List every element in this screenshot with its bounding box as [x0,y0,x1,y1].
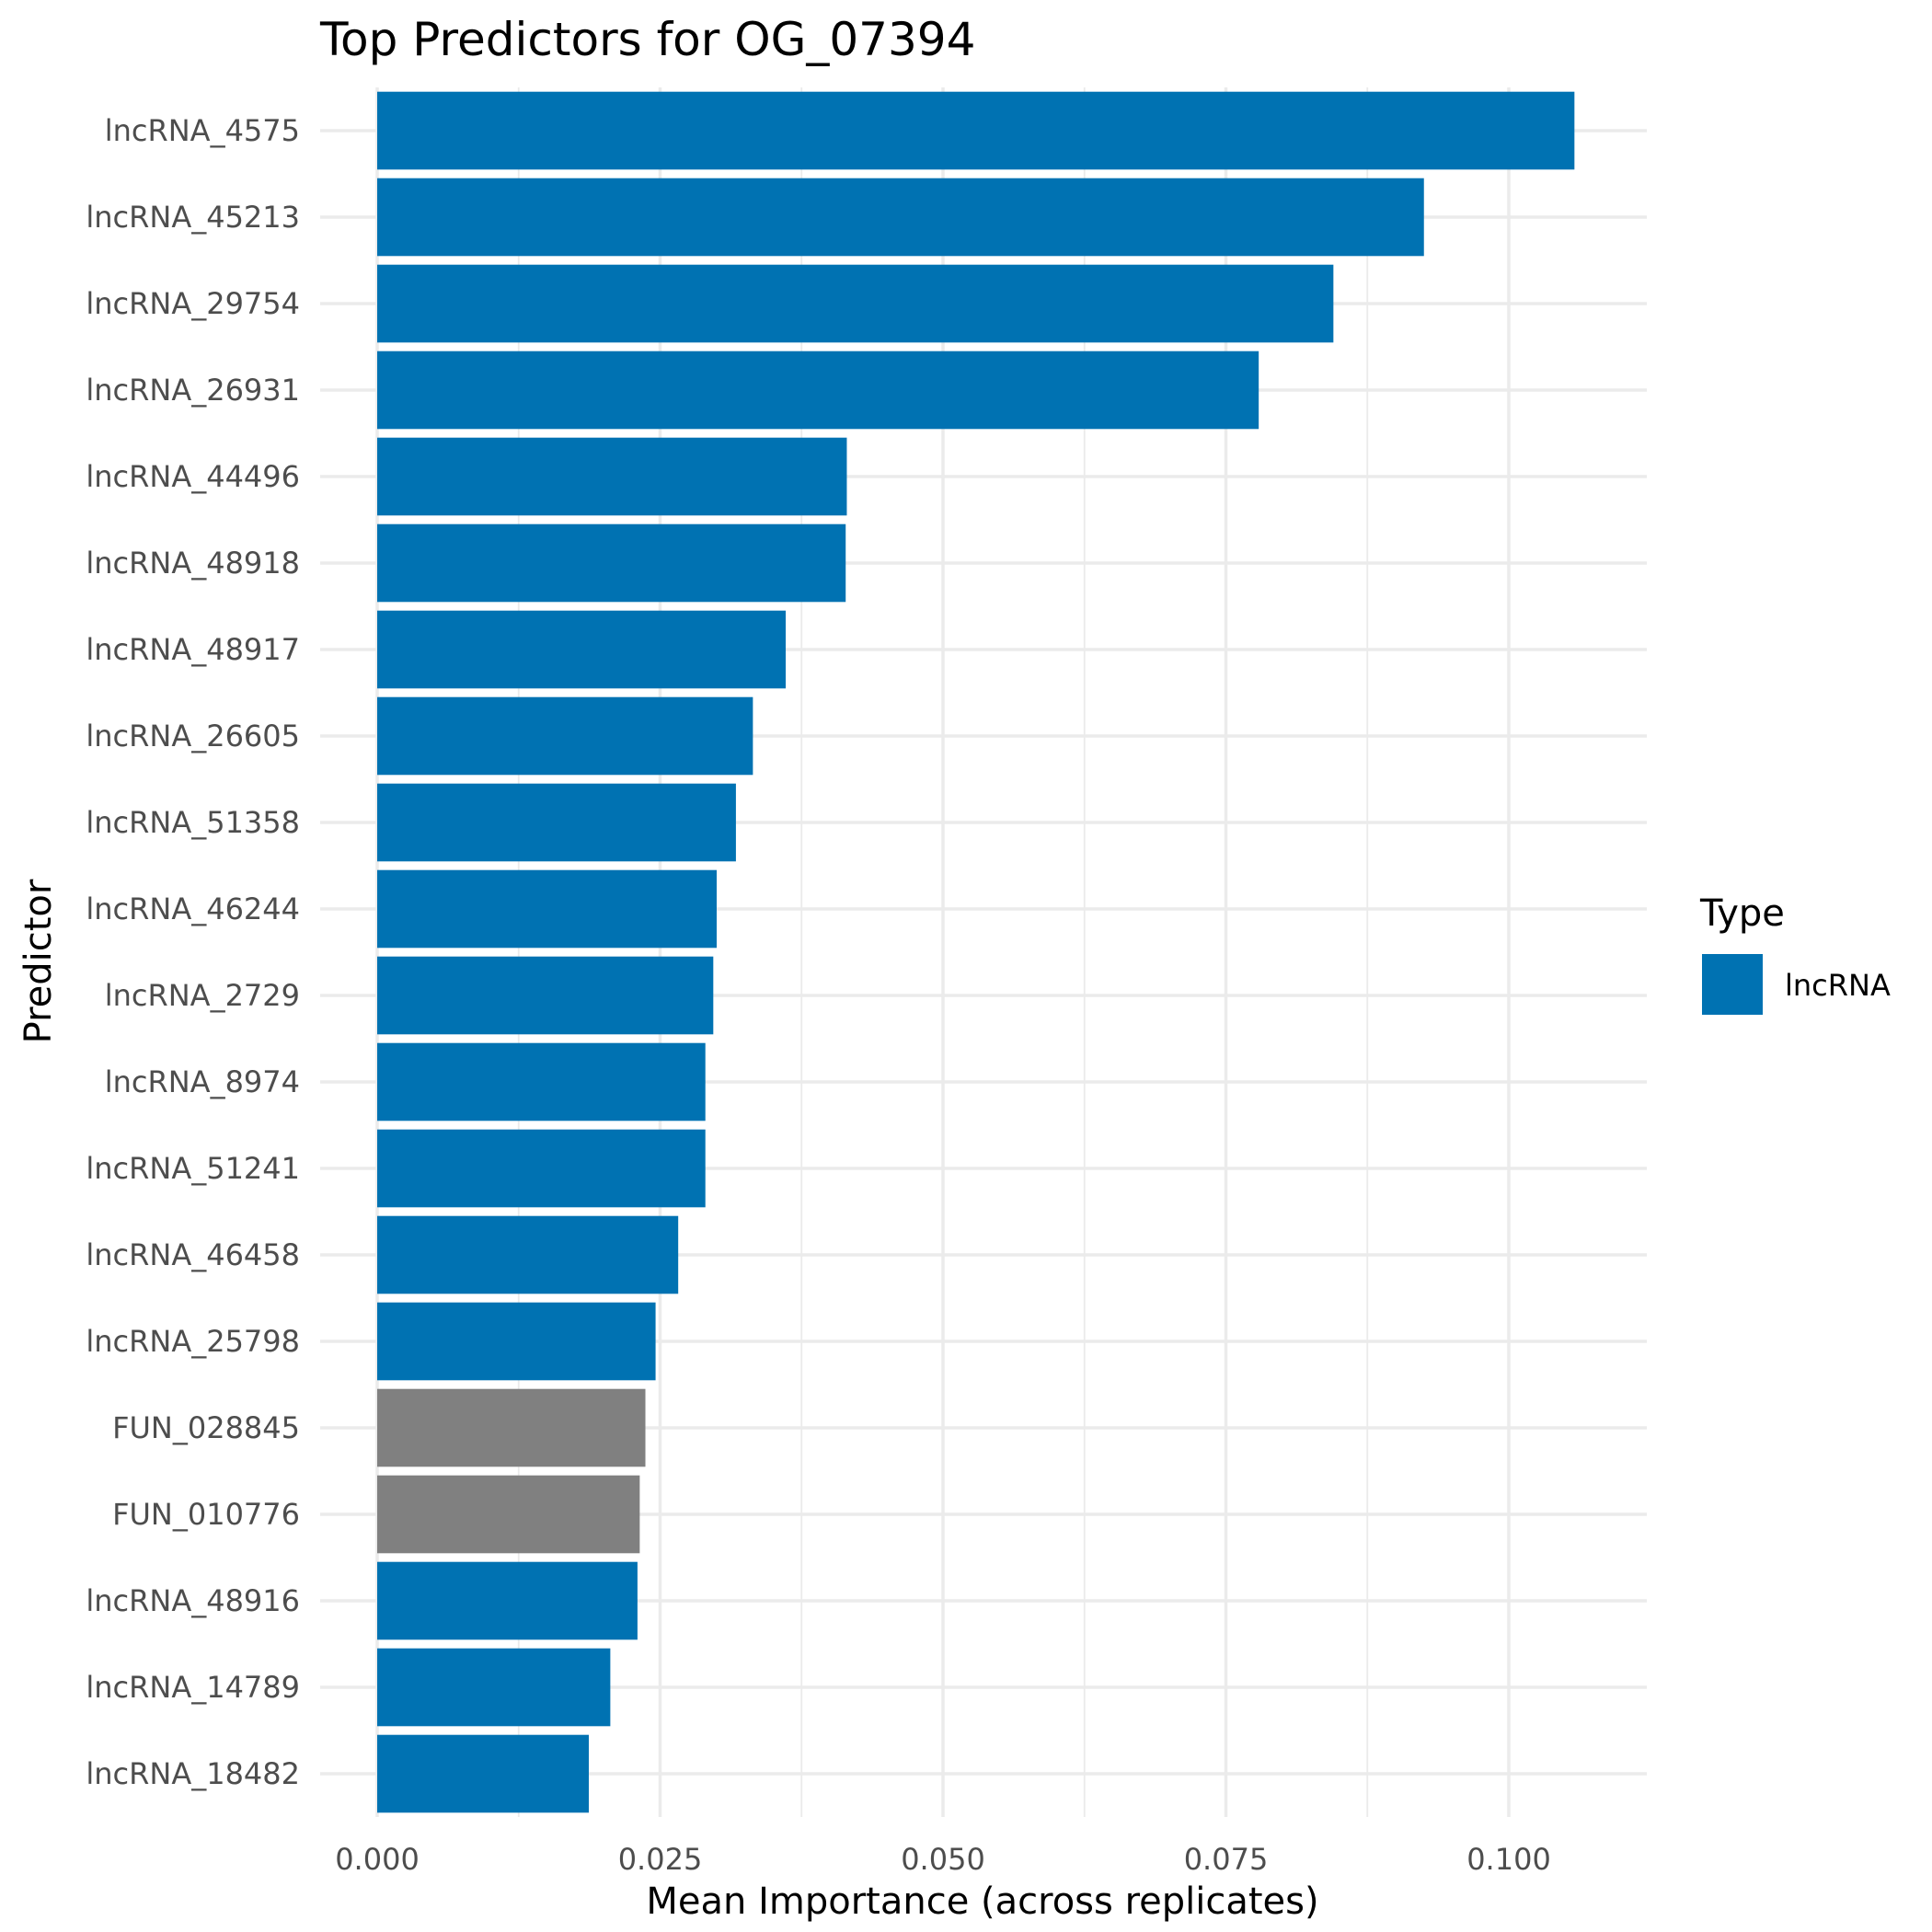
bar-lncrna-26931 [377,351,1259,430]
x-tick-label: 0.025 [618,1842,703,1877]
y-tick-label: FUN_010776 [112,1497,300,1532]
y-tick-label: lncRNA_8974 [105,1064,300,1099]
y-tick-label: lncRNA_51241 [86,1151,300,1186]
bar-lncrna-48917 [377,610,787,689]
y-axis-title: Predictor [17,879,60,1043]
legend-key-lncrna [1702,954,1763,1015]
y-tick-label: lncRNA_48916 [86,1583,300,1618]
x-tick-label: 0.000 [335,1842,420,1877]
bar-fun-010776 [377,1475,640,1554]
x-axis-ticks: 0.000 0.025 0.050 0.075 0.100 [335,1842,1551,1877]
y-tick-label: lncRNA_48917 [86,632,300,667]
bar-lncrna-48916 [377,1561,638,1640]
y-tick-label: lncRNA_26931 [86,373,300,408]
bar-lncrna-26605 [377,696,753,776]
y-tick-label: lncRNA_14789 [86,1670,300,1705]
bar-lncrna-18482 [377,1734,590,1813]
x-tick-label: 0.075 [1184,1842,1269,1877]
y-tick-label: lncRNA_48918 [86,546,300,581]
bar-lncrna-2729 [377,956,714,1035]
bar-fun-028845 [377,1388,646,1467]
bar-lncrna-46458 [377,1215,679,1294]
bar-lncrna-44496 [377,437,847,516]
y-tick-label: lncRNA_45213 [86,200,300,235]
bar-lncrna-46244 [377,869,717,949]
bar-lncrna-4575 [377,91,1575,170]
legend-title: Type [1699,892,1785,935]
y-tick-label: lncRNA_26605 [86,719,300,753]
bar-lncrna-45213 [377,178,1424,257]
bar-lncrna-29754 [377,264,1334,343]
bar-lncrna-48918 [377,523,846,603]
legend: Type lncRNA [1699,892,1891,1015]
y-axis-ticks: lncRNA_4575 lncRNA_45213 lncRNA_29754 lncRN… [86,113,300,1791]
y-tick-label: lncRNA_4575 [105,113,300,148]
y-tick-label: lncRNA_2729 [105,978,300,1013]
x-tick-label: 0.050 [901,1842,985,1877]
y-tick-label: lncRNA_46458 [86,1237,300,1272]
y-tick-label: lncRNA_51358 [86,805,300,840]
bar-lncrna-8974 [377,1042,706,1121]
y-tick-label: lncRNA_25798 [86,1324,300,1359]
bar-lncrna-14789 [377,1648,611,1727]
legend-label-lncrna: lncRNA [1785,968,1891,1003]
x-tick-label: 0.100 [1466,1842,1551,1877]
y-tick-label: lncRNA_18482 [86,1756,300,1791]
x-axis-title: Mean Importance (across replicates) [646,1880,1318,1923]
bar-lncrna-51241 [377,1129,706,1208]
bars [377,91,1575,1813]
chart-title: Top Predictors for OG_07394 [319,13,975,66]
bar-lncrna-25798 [377,1302,656,1381]
y-tick-label: lncRNA_29754 [86,286,300,321]
y-tick-label: lncRNA_44496 [86,459,300,494]
y-tick-label: FUN_028845 [112,1410,300,1445]
bar-lncrna-51358 [377,783,736,862]
y-tick-label: lncRNA_46244 [86,891,300,926]
